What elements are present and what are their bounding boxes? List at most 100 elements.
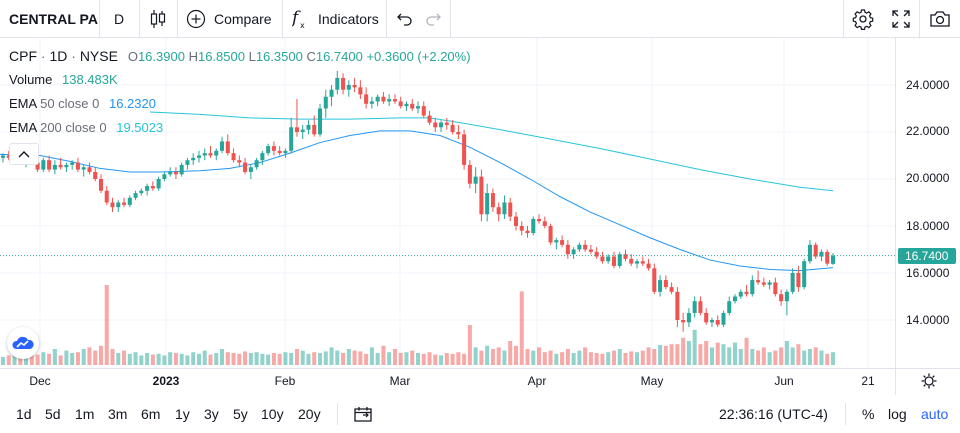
candle-body [185,160,190,165]
volume-bar [537,347,542,365]
settings-button[interactable] [850,0,876,38]
bottom-divider [845,403,846,425]
ohlc-low-label: L [248,49,256,64]
candle-body [479,176,484,215]
candle-body [369,101,374,104]
candle-body [387,99,392,102]
candle-body [271,146,276,151]
range-20y-button[interactable]: 20y [298,406,321,422]
candle-body [583,244,588,250]
tradingview-logo[interactable] [7,327,39,359]
candle-body [116,202,121,208]
range-10y-button[interactable]: 10y [261,406,284,422]
volume-bar [0,357,6,365]
volume-bar [352,350,357,365]
volume-bar [462,353,467,365]
volume-bar [675,344,680,365]
candle-body [6,155,11,158]
candle-body [225,141,230,154]
candles-icon [150,10,166,28]
chart-type-button[interactable] [139,0,177,38]
goto-date-button[interactable] [352,404,374,424]
time-label: 2023 [152,374,180,388]
volume-bar [47,353,52,365]
ema50-value: 16.2320 [108,96,156,111]
fullscreen-button[interactable] [889,0,913,38]
volume-bar [173,353,178,365]
range-1m-button[interactable]: 1m [75,406,95,422]
volume-bar [450,353,455,365]
range-3y-button[interactable]: 3y [204,406,219,422]
candle-body [93,171,98,179]
snapshot-button[interactable] [927,0,953,38]
candle-body [127,197,132,205]
ema50-legend[interactable]: EMA 50 close 0 16.2320 [9,96,156,111]
candle-body [617,254,622,266]
price-scale[interactable] [895,38,960,368]
auto-scale-toggle[interactable]: auto [921,406,949,422]
candle-body [306,124,311,130]
volume-legend[interactable]: Volume 138.483K [9,72,118,87]
ohlc-high-value: 16.8500 [197,49,245,64]
volume-bar [87,347,92,365]
symbol-search-button[interactable]: CENTRAL PA [0,0,99,38]
volume-bar [542,352,547,365]
range-1y-button[interactable]: 1y [175,406,190,422]
log-scale-toggle[interactable]: log [888,406,907,422]
candle-body [75,162,80,170]
candle-body [410,103,415,109]
volume-bar [317,353,323,365]
candle-body [162,174,167,179]
candle-body [681,320,686,323]
volume-bar [508,341,513,365]
range-1d-button[interactable]: 1d [16,406,32,422]
interval-button[interactable]: D [99,0,139,38]
volume-bar [439,355,444,365]
volume-bar [490,349,495,365]
volume-bar [375,353,380,365]
candle-body [756,280,761,283]
candle-body [70,162,75,165]
volume-bar [784,341,789,365]
candle-body [64,164,69,168]
ema200-legend[interactable]: EMA 200 close 0 19.5023 [9,120,163,135]
volume-bar [807,349,812,365]
time-axis[interactable]: Dec 2023 Feb Mar Apr May Jun 21 [0,368,960,395]
fullscreen-icon [892,10,910,28]
price-label: 24.0000 [906,78,950,92]
volume-bar [715,342,720,365]
scale-settings-button[interactable] [918,371,940,391]
volume-bar [623,353,628,365]
undo-button[interactable] [394,0,416,38]
price-chart[interactable] [0,38,895,368]
candle-body [686,312,691,323]
range-5y-button[interactable]: 5y [233,406,248,422]
volume-bar [790,347,795,365]
volume-bar [271,353,276,365]
time-label: Dec [29,374,51,388]
compare-button[interactable]: Compare [186,0,272,38]
volume-bar [81,349,86,365]
volume-bar [214,353,219,365]
range-6m-button[interactable]: 6m [141,406,161,422]
ema50-line [0,130,834,272]
volume-bar [260,353,265,365]
collapse-legend-button[interactable] [9,143,39,165]
volume-bar [323,351,328,365]
percent-scale-toggle[interactable]: % [862,406,875,422]
candle-body [266,146,271,154]
toolbar-divider [919,0,920,38]
clock-label[interactable]: 22:36:16 (UTC-4) [719,406,828,422]
volume-bar [467,325,472,365]
range-3m-button[interactable]: 3m [108,406,128,422]
range-5d-button[interactable]: 5d [45,406,61,422]
last-price-label: 16.7400 [898,248,956,264]
volume-bar [571,353,576,365]
volume-bar [116,353,121,365]
redo-button[interactable] [422,0,444,38]
volume-bar [479,350,484,365]
candle-body [738,291,743,297]
volume-bar [58,355,63,365]
